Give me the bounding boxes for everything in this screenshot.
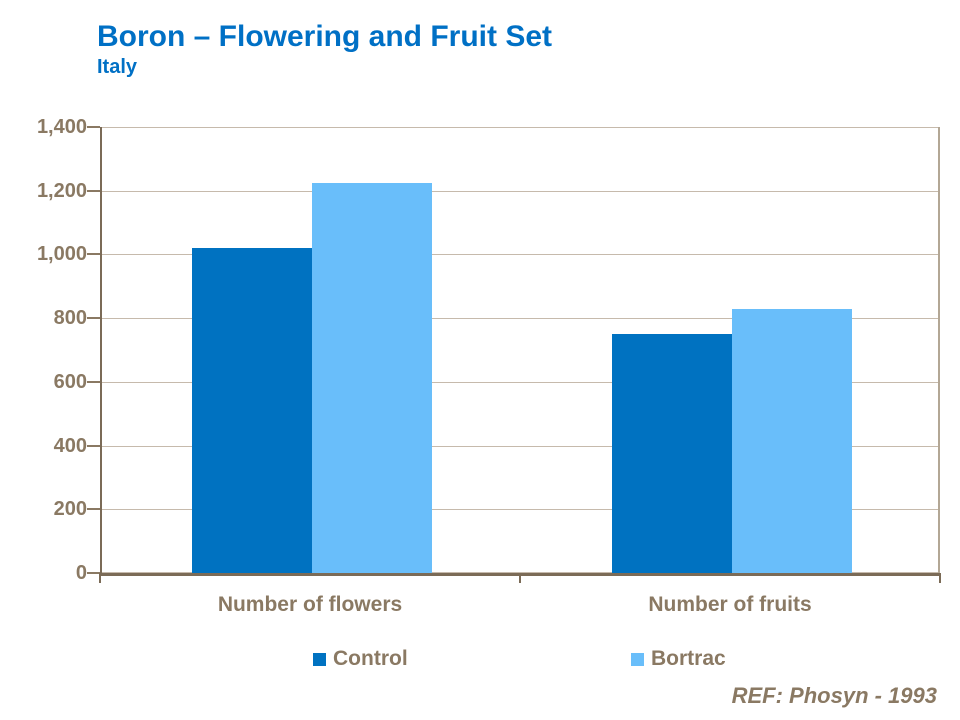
reference-text: REF: Phosyn - 1993 xyxy=(731,683,937,708)
x-category-label: Number of fruits xyxy=(648,593,812,616)
x-axis-tick xyxy=(99,576,101,583)
gridline xyxy=(100,382,940,383)
x-category-label: Number of flowers xyxy=(217,593,403,616)
bar-control-number-of-fruits xyxy=(612,334,732,573)
y-axis-tick xyxy=(87,445,100,447)
gridline xyxy=(100,446,940,447)
y-axis-tick xyxy=(87,572,100,574)
gridline xyxy=(100,572,940,573)
chart-subtitle: Italy xyxy=(97,56,138,78)
bar-bortrac-number-of-flowers xyxy=(312,183,432,573)
y-tick-label: 1,200 xyxy=(36,180,87,202)
gridline xyxy=(100,318,940,319)
legend-swatch-control xyxy=(313,652,326,666)
legend-label-bortrac: Bortrac xyxy=(651,647,726,670)
y-tick-label: 600 xyxy=(53,371,87,393)
chart-title: Boron – Flowering and Fruit Set xyxy=(97,20,553,53)
gridline xyxy=(100,127,940,128)
y-axis-tick xyxy=(87,381,100,383)
gridline xyxy=(100,254,940,255)
y-tick-label: 1,400 xyxy=(36,116,87,138)
gridline xyxy=(100,191,940,192)
bar-bortrac-number-of-fruits xyxy=(732,309,852,573)
y-axis-tick xyxy=(87,190,100,192)
y-tick-label: 1,000 xyxy=(36,243,87,265)
y-tick-label: 200 xyxy=(53,498,87,520)
y-axis-tick xyxy=(87,126,100,128)
y-tick-label: 800 xyxy=(53,307,87,329)
x-axis-tick xyxy=(519,576,521,583)
x-axis-line xyxy=(99,573,941,576)
y-axis-tick xyxy=(87,253,100,255)
bar-control-number-of-flowers xyxy=(192,248,312,573)
legend-item-bortrac: Bortrac xyxy=(631,648,726,670)
legend-swatch-bortrac xyxy=(631,652,644,666)
y-axis-tick xyxy=(87,508,100,510)
y-axis-tick xyxy=(87,317,100,319)
gridline xyxy=(100,509,940,510)
x-axis-tick xyxy=(939,576,941,583)
y-tick-label: 0 xyxy=(75,562,87,584)
y-tick-label: 400 xyxy=(53,435,87,457)
legend-item-control: Control xyxy=(313,648,408,670)
legend-label-control: Control xyxy=(333,647,408,670)
